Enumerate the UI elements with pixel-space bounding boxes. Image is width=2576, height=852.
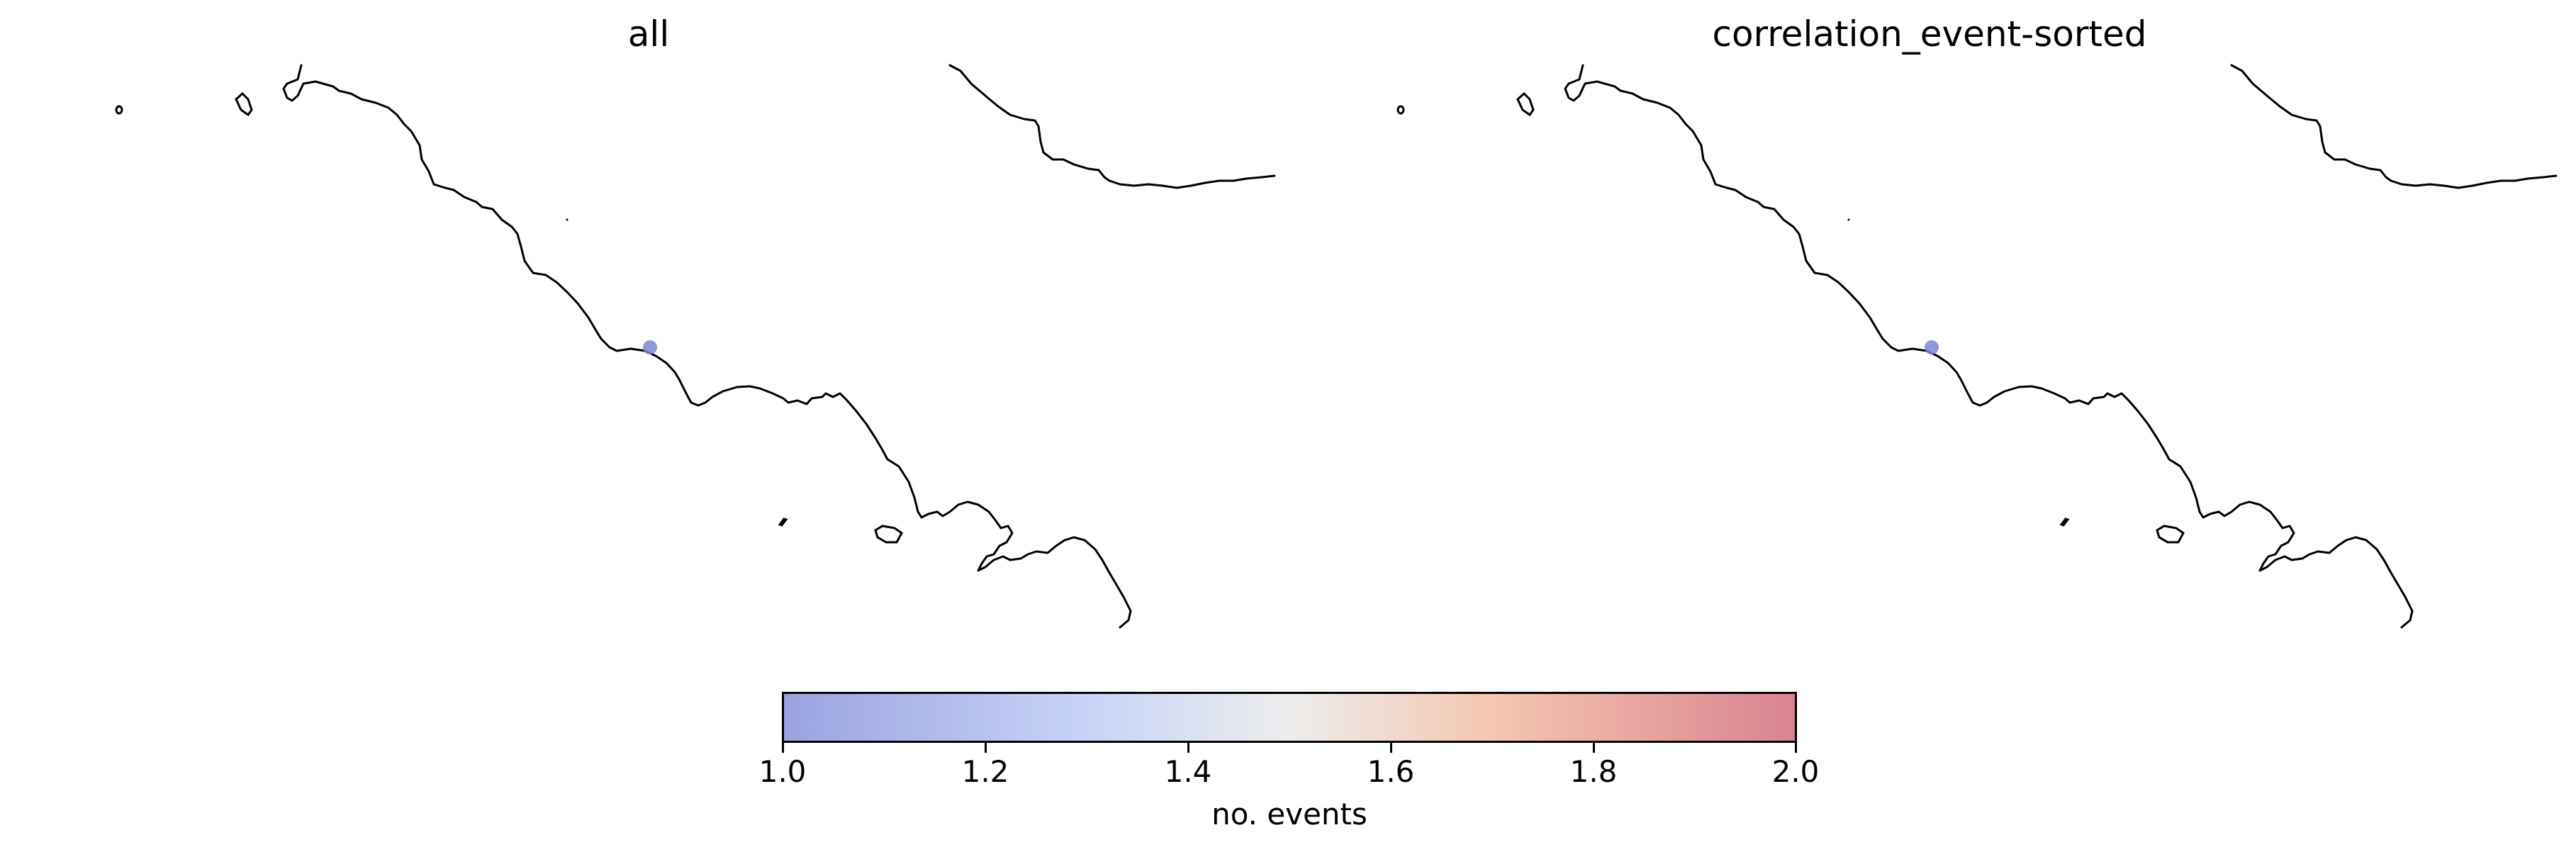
colorbar-tick-label: 1.2: [961, 754, 1009, 789]
coastline: [115, 64, 1276, 629]
colorbar-tick: [1795, 743, 1797, 753]
colorbar-tick: [1593, 743, 1595, 753]
colorbar-tick-label: 1.0: [758, 754, 807, 789]
event-marker: [1925, 340, 1939, 354]
colorbar-tick-label: 1.8: [1569, 754, 1618, 789]
colorbar-tick-label: 2.0: [1771, 754, 1820, 789]
colorbar-label: no. events: [1211, 797, 1367, 831]
colorbar-tick: [1187, 743, 1189, 753]
colorbar-tick-label: 1.6: [1367, 754, 1415, 789]
colorbar-tick: [985, 743, 987, 753]
map-panel-correlation: [1396, 64, 2558, 629]
colorbar: [782, 692, 1797, 743]
event-marker: [643, 340, 657, 354]
colorbar-tick: [782, 743, 784, 753]
colorbar-tick: [1390, 743, 1392, 753]
panel-title-all: all: [627, 13, 670, 55]
colorbar-tick-label: 1.4: [1164, 754, 1212, 789]
panel-title-correlation: correlation_event-sorted: [1712, 13, 2147, 55]
coastline: [1396, 64, 2558, 629]
map-panel-all: [115, 64, 1276, 629]
